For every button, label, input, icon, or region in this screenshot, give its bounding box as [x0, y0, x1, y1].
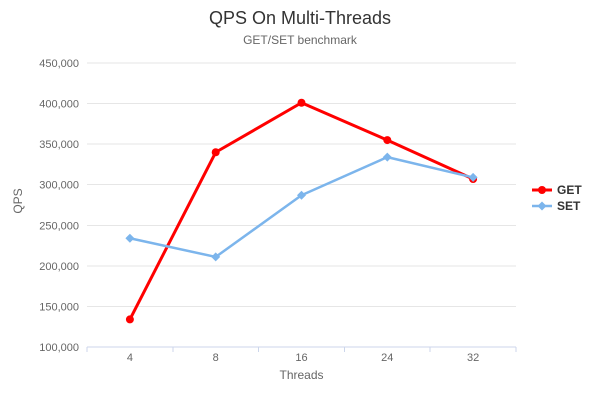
- set-series-line: [128, 155, 475, 259]
- set-data-point-8[interactable]: [211, 252, 221, 262]
- x-axis-label: 16: [295, 352, 307, 364]
- get-series-line: [128, 101, 475, 321]
- legend-item-set[interactable]: SET: [532, 198, 582, 214]
- y-axis-label: 250,000: [39, 220, 79, 232]
- get-data-point-24[interactable]: [383, 136, 392, 145]
- y-axis-label: 450,000: [39, 58, 79, 70]
- x-axis-label: 4: [127, 352, 133, 364]
- x-axis-label: 32: [467, 352, 479, 364]
- y-axis-label: 300,000: [39, 180, 79, 192]
- y-axis-label: 350,000: [39, 139, 79, 151]
- set-data-point-4[interactable]: [125, 233, 135, 243]
- x-axis-label: 8: [213, 352, 219, 364]
- legend: GET SET: [532, 182, 582, 214]
- y-axis-label: 100,000: [39, 342, 79, 354]
- legend-item-get[interactable]: GET: [532, 182, 582, 198]
- set-data-point-16[interactable]: [297, 190, 306, 200]
- y-axis-label: 400,000: [39, 99, 79, 111]
- get-series-marker-icon: [532, 186, 552, 194]
- legend-label-get: GET: [557, 183, 582, 197]
- y-axis-label: 200,000: [39, 261, 79, 273]
- set-data-point-32[interactable]: [468, 172, 478, 182]
- get-data-point-4[interactable]: [125, 315, 134, 324]
- chart-subtitle: GET/SET benchmark: [243, 33, 357, 47]
- get-data-point-16[interactable]: [297, 98, 306, 107]
- get-data-point-8[interactable]: [211, 148, 220, 157]
- x-axis-title: Threads: [279, 368, 324, 382]
- legend-label-set: SET: [557, 199, 581, 213]
- set-data-point-24[interactable]: [382, 152, 392, 162]
- y-axis-label: 150,000: [39, 301, 79, 313]
- set-series-marker-icon: [532, 201, 552, 211]
- x-axis-label: 24: [381, 352, 393, 364]
- chart-title: QPS On Multi-Threads: [208, 8, 392, 28]
